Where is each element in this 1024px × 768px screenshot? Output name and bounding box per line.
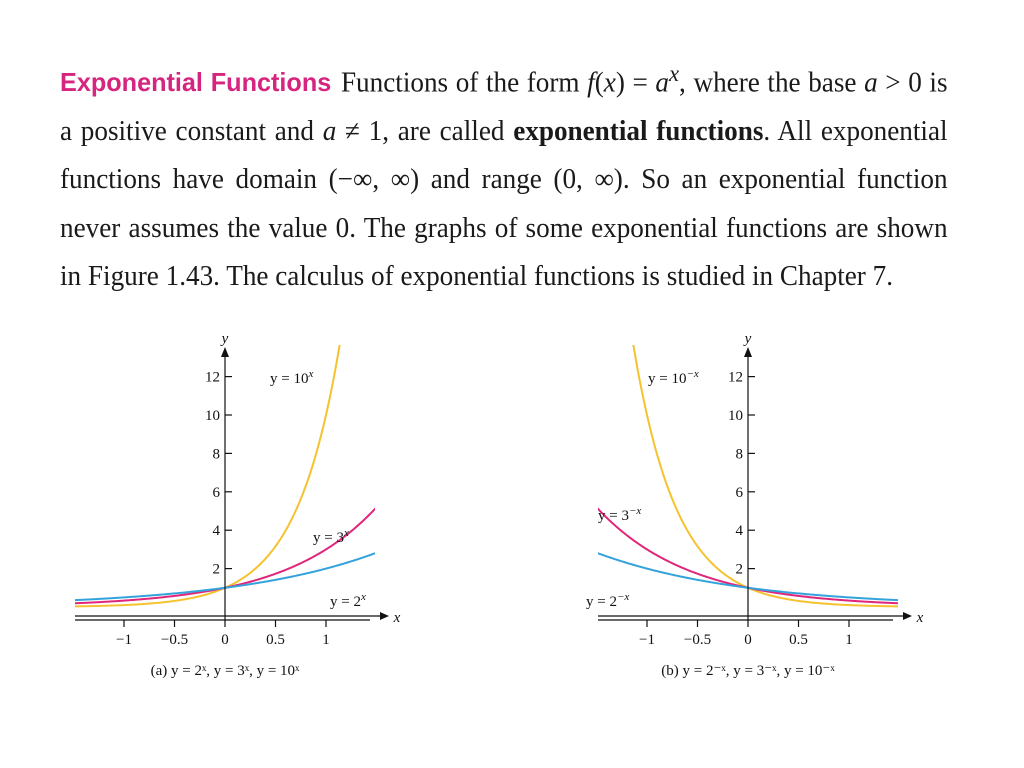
y-tick-label: 2 xyxy=(736,562,744,578)
chart-caption: (b) y = 2⁻ˣ, y = 3⁻ˣ, y = 10⁻ˣ xyxy=(661,663,835,679)
x-tick-label: −0.5 xyxy=(684,632,711,648)
section-heading: Exponential Functions xyxy=(60,67,332,98)
x-axis-arrow xyxy=(380,612,389,620)
x-tick-label: −1 xyxy=(116,632,132,648)
x-tick-label: 0.5 xyxy=(266,632,285,648)
math-a: a xyxy=(864,67,878,99)
paragraph-text: ) = xyxy=(615,67,656,99)
math-f: f xyxy=(587,67,595,99)
y-tick-label: 4 xyxy=(213,523,221,539)
paragraph-text: . All exponential functions have domain … xyxy=(60,115,948,293)
x-tick-label: −1 xyxy=(639,632,655,648)
y-tick-label: 6 xyxy=(213,485,221,501)
x-tick-label: 1 xyxy=(322,632,330,648)
intro-paragraph: Exponential Functions Functions of the fo… xyxy=(60,50,948,302)
paragraph-text: ≠ 1, are called xyxy=(336,115,514,147)
y-tick-label: 6 xyxy=(736,485,744,501)
y-axis-arrow xyxy=(744,347,752,357)
paragraph-text: Functions of the form xyxy=(340,67,588,99)
paragraph-text: > 0 is a positive constant and xyxy=(60,67,948,147)
x-axis-arrow xyxy=(903,612,912,620)
y-tick-label: 2 xyxy=(213,562,221,578)
paragraph-text: ( xyxy=(594,67,604,99)
y-tick-label: 12 xyxy=(728,370,743,386)
series-label: y = 10x xyxy=(270,368,313,387)
x-axis-label: x xyxy=(916,610,924,626)
y-axis-label: y xyxy=(743,331,752,347)
x-tick-label: 0.5 xyxy=(789,632,808,648)
chart-caption: (a) y = 2ˣ, y = 3ˣ, y = 10ˣ xyxy=(151,663,300,679)
math-x: x xyxy=(603,67,616,99)
x-tick-label: 1 xyxy=(845,632,853,648)
series-label: y = 2x xyxy=(330,591,366,610)
x-tick-label: 0 xyxy=(744,632,752,648)
y-tick-label: 10 xyxy=(728,408,743,424)
y-tick-label: 8 xyxy=(213,446,221,462)
x-tick-label: 0 xyxy=(221,632,229,648)
y-tick-label: 12 xyxy=(205,370,220,386)
x-tick-label: −0.5 xyxy=(161,632,188,648)
y-axis-label: y xyxy=(220,331,229,347)
series-label: y = 2−x xyxy=(586,591,629,610)
bold-term: exponential functions xyxy=(513,115,764,147)
series-label: y = 10−x xyxy=(648,368,699,387)
math-a: a xyxy=(655,67,670,99)
y-tick-label: 10 xyxy=(205,408,220,424)
math-exponent-x: x xyxy=(669,61,680,87)
paragraph-text: , where the base xyxy=(679,67,865,99)
y-tick-label: 8 xyxy=(736,446,744,462)
x-axis-label: x xyxy=(393,610,401,626)
math-a: a xyxy=(322,115,337,147)
y-axis-arrow xyxy=(221,347,229,357)
y-tick-label: 4 xyxy=(736,523,744,539)
series-label: y = 3−x xyxy=(598,505,641,524)
series-label: y = 3x xyxy=(313,527,349,546)
